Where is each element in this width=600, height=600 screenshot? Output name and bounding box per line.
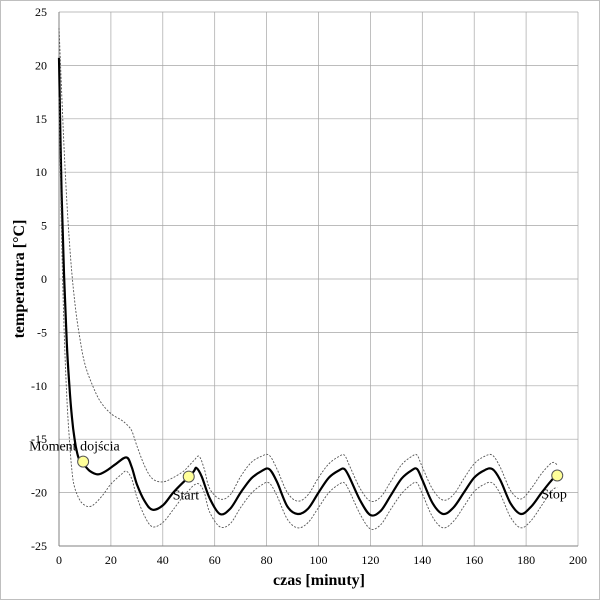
series-group <box>57 27 558 530</box>
labels: Moment dojścia Start Stop <box>29 440 567 504</box>
y-tick-label: -25 <box>31 539 47 553</box>
event-label: Start <box>173 489 200 504</box>
y-axis-title: temperatura [°C] <box>11 220 28 339</box>
y-tick-label: 15 <box>35 112 47 126</box>
event-marker <box>77 455 90 468</box>
y-tick-label: -20 <box>31 486 47 500</box>
x-tick-label: 80 <box>261 553 273 567</box>
x-tick-label: 200 <box>569 553 587 567</box>
axes: 0 20 40 60 80 100 120 140 160 180 200 25 20 15 10 5 0 -5 -… <box>31 5 587 567</box>
y-tick-label: 25 <box>35 5 47 19</box>
series-line-upper-bound <box>58 27 558 503</box>
y-tick-label: -5 <box>37 325 47 339</box>
y-tick-label: -15 <box>31 432 47 446</box>
grid <box>58 11 579 547</box>
x-tick-label: 160 <box>465 553 483 567</box>
event-marker <box>182 470 195 483</box>
series-line-mean <box>57 57 558 517</box>
event-label: Stop <box>541 488 567 503</box>
x-tick-label: 180 <box>517 553 535 567</box>
y-tick-label: 20 <box>35 58 47 72</box>
x-axis-title: czas [minuty] <box>273 572 365 589</box>
event-label: Moment dojścia <box>29 440 120 455</box>
y-tick-label: 0 <box>41 272 47 286</box>
x-tick-label: 120 <box>361 553 379 567</box>
x-tick-label: 100 <box>310 553 328 567</box>
markers <box>77 455 564 483</box>
x-tick-label: 20 <box>105 553 117 567</box>
series-line-lower-bound <box>58 97 558 530</box>
x-tick-label: 140 <box>413 553 431 567</box>
x-tick-label: 60 <box>209 553 221 567</box>
x-tick-label: 40 <box>157 553 169 567</box>
y-tick-label: -10 <box>31 379 47 393</box>
y-tick-label: 10 <box>35 165 47 179</box>
y-tick-label: 5 <box>41 219 47 233</box>
event-marker <box>551 469 564 482</box>
x-tick-label: 0 <box>56 553 62 567</box>
